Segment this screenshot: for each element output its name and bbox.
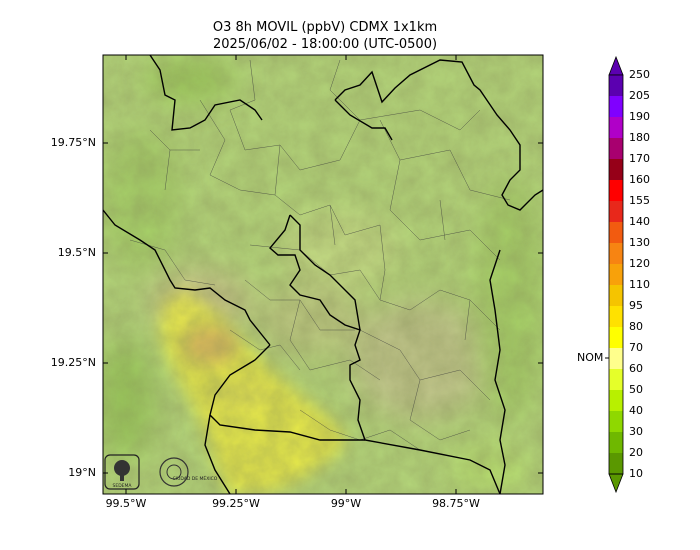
- lat-tick-label: 19.5°N: [57, 246, 96, 259]
- colorbar-extend-min: [608, 473, 624, 494]
- colorbar-band: [609, 96, 623, 118]
- map-title: O3 8h MOVIL (ppbV) CDMX 1x1km: [212, 20, 438, 35]
- colorbar-frame: [608, 74, 624, 475]
- colorbar-band: [609, 327, 623, 349]
- lon-tick-label: 99°W: [330, 497, 362, 510]
- colorbar-level-label: 40: [629, 404, 643, 417]
- map-frame: [102, 54, 544, 495]
- colorbar-level-label: 155: [629, 194, 650, 207]
- colorbar-level-label: 120: [629, 257, 650, 270]
- logo-cdmx: CIUDAD DE MÉXICO: [159, 457, 218, 487]
- colorbar-level-label: 250: [629, 68, 650, 81]
- map-subtitle: 2025/06/02 - 18:00:00 (UTC-0500): [212, 37, 438, 52]
- municipal-boundaries: [129, 59, 511, 451]
- svg-text:CIUDAD DE MÉXICO: CIUDAD DE MÉXICO: [173, 474, 218, 482]
- colorbar-level-label: 60: [629, 362, 643, 375]
- colorbar-band: [609, 222, 623, 244]
- colorbar-band: [609, 138, 623, 160]
- map-ticks: [103, 55, 543, 494]
- colorbar-band: [609, 348, 623, 370]
- colorbar-level-label: 30: [629, 425, 643, 438]
- svg-text:SEDEMA: SEDEMA: [113, 483, 133, 489]
- colorbar-level-label: 205: [629, 89, 650, 102]
- nom-marker-label: NOM: [577, 351, 604, 364]
- colorbar-band: [609, 180, 623, 202]
- logo-sedema: SEDEMA: [104, 454, 140, 490]
- map-area: SEDEMA CIUDAD DE MÉXICO: [103, 55, 543, 494]
- terrain-shading: [103, 55, 543, 494]
- colorbar-band: [609, 453, 623, 475]
- colorbar-band: [609, 264, 623, 286]
- lon-tick-label: 99.5°W: [105, 497, 147, 510]
- colorbar-extend-max: [608, 55, 624, 76]
- colorbar-level-label: 180: [629, 131, 650, 144]
- colorbar-level-label: 10: [629, 467, 643, 480]
- colorbar-level-label: 70: [629, 341, 643, 354]
- colorbar-band: [609, 306, 623, 328]
- colorbar-band: [609, 159, 623, 181]
- colorbar-level-label: 190: [629, 110, 650, 123]
- lon-tick-label: 99.25°W: [212, 497, 260, 510]
- colorbar-level-label: 170: [629, 152, 650, 165]
- colorbar-band: [609, 117, 623, 139]
- state-boundaries: [103, 55, 543, 494]
- colorbar-level-label: 130: [629, 236, 650, 249]
- lon-tick-label: 98.75°W: [432, 497, 480, 510]
- colorbar-level-label: 95: [629, 299, 643, 312]
- colorbar-band: [609, 390, 623, 412]
- colorbar-band: [609, 285, 623, 307]
- lat-tick-label: 19.75°N: [50, 136, 96, 149]
- colorbar-band: [609, 432, 623, 454]
- colorbar-band: [609, 369, 623, 391]
- lat-tick-label: 19.25°N: [50, 356, 96, 369]
- colorbar-level-label: 80: [629, 320, 643, 333]
- colorbar-band: [609, 201, 623, 223]
- colorbar-level-label: 140: [629, 215, 650, 228]
- colorbar-level-label: 20: [629, 446, 643, 459]
- colorbar-level-label: 110: [629, 278, 650, 291]
- colorbar-band: [609, 411, 623, 433]
- lat-tick-label: 19°N: [68, 466, 96, 479]
- colorbar-level-label: 160: [629, 173, 650, 186]
- colorbar-band: [609, 75, 623, 97]
- colorbar-band: [609, 243, 623, 265]
- colorbar-level-label: 50: [629, 383, 643, 396]
